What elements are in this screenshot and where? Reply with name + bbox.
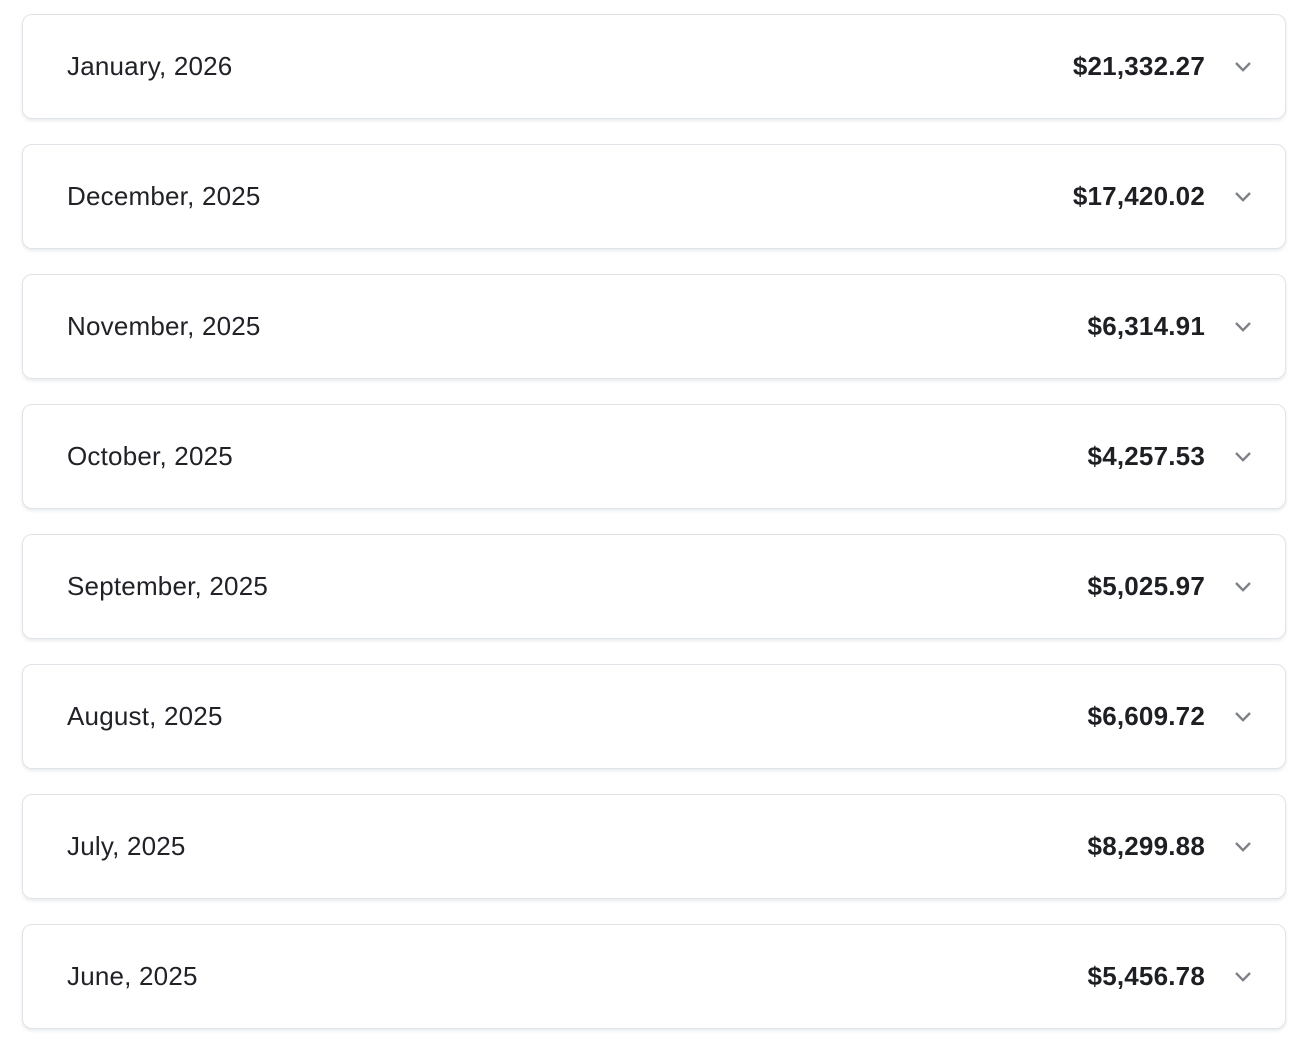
month-label: January, 2026 xyxy=(67,51,233,81)
month-label: September, 2025 xyxy=(67,571,269,601)
month-accordion-row[interactable]: November, 2025 $6,314.91 xyxy=(22,274,1286,379)
chevron-down-icon[interactable] xyxy=(1227,51,1259,83)
chevron-down-icon[interactable] xyxy=(1227,181,1259,213)
month-amount: $5,025.97 xyxy=(1087,571,1205,601)
chevron-down-icon[interactable] xyxy=(1227,571,1259,603)
month-amount: $4,257.53 xyxy=(1087,441,1205,471)
month-accordion-row[interactable]: October, 2025 $4,257.53 xyxy=(22,404,1286,509)
chevron-down-icon[interactable] xyxy=(1227,831,1259,863)
month-label: December, 2025 xyxy=(67,181,261,211)
month-amount: $5,456.78 xyxy=(1087,961,1205,991)
chevron-down-icon[interactable] xyxy=(1227,311,1259,343)
month-amount: $6,314.91 xyxy=(1087,311,1205,341)
month-amount: $21,332.27 xyxy=(1072,51,1205,81)
chevron-down-icon[interactable] xyxy=(1227,701,1259,733)
chevron-down-icon[interactable] xyxy=(1227,961,1259,993)
month-label: August, 2025 xyxy=(67,701,223,731)
month-accordion-row[interactable]: January, 2026 $21,332.27 xyxy=(22,14,1286,119)
month-amount: $17,420.02 xyxy=(1072,181,1205,211)
month-accordion-row[interactable]: August, 2025 $6,609.72 xyxy=(22,664,1286,769)
month-label: November, 2025 xyxy=(67,311,261,341)
month-amount: $8,299.88 xyxy=(1087,831,1205,861)
month-label: June, 2025 xyxy=(67,961,198,991)
chevron-down-icon[interactable] xyxy=(1227,441,1259,473)
month-accordion-row[interactable]: June, 2025 $5,456.78 xyxy=(22,924,1286,1029)
month-label: October, 2025 xyxy=(67,441,233,471)
month-amount: $6,609.72 xyxy=(1087,701,1205,731)
month-accordion-row[interactable]: July, 2025 $8,299.88 xyxy=(22,794,1286,899)
month-accordion-row[interactable]: September, 2025 $5,025.97 xyxy=(22,534,1286,639)
monthly-amounts-list: January, 2026 $21,332.27 December, 2025 … xyxy=(22,14,1286,1029)
month-accordion-row[interactable]: December, 2025 $17,420.02 xyxy=(22,144,1286,249)
month-label: July, 2025 xyxy=(67,831,186,861)
